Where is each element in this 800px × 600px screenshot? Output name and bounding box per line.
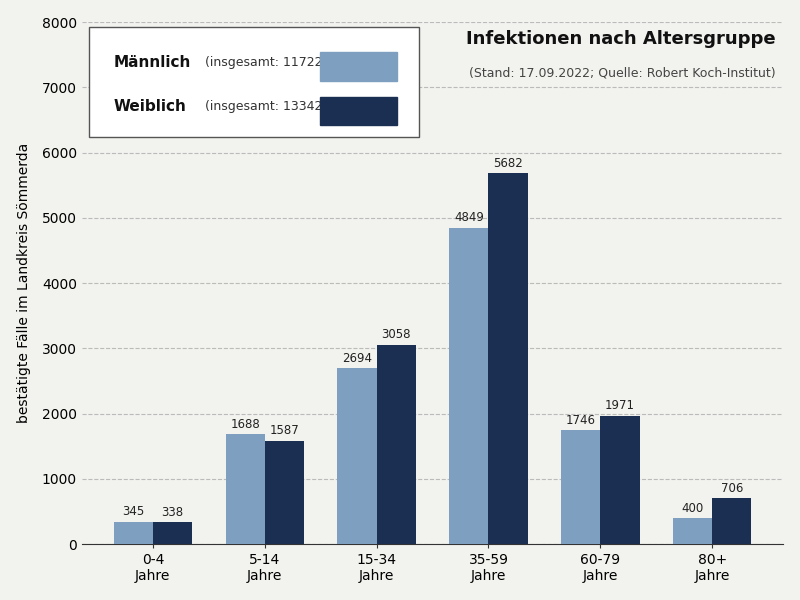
Bar [114,521,153,544]
Bar [265,440,304,544]
Bar [320,97,398,125]
Bar [673,518,712,544]
Text: (insgesamt: 11722): (insgesamt: 11722) [205,56,327,69]
Text: 400: 400 [682,502,704,515]
Text: 1746: 1746 [566,414,596,427]
Bar [226,434,265,544]
Text: 345: 345 [122,505,144,518]
Text: 706: 706 [721,482,743,495]
Text: 2694: 2694 [342,352,372,365]
Bar [338,368,377,544]
Bar [320,52,398,80]
Bar [712,498,751,544]
Text: Weiblich: Weiblich [114,100,186,115]
Bar [377,344,416,544]
Bar [450,228,489,544]
Text: 338: 338 [162,506,183,519]
FancyBboxPatch shape [89,28,418,137]
Text: (insgesamt: 13342): (insgesamt: 13342) [205,100,326,113]
Text: 4849: 4849 [454,211,484,224]
Bar [153,522,192,544]
Text: 1971: 1971 [605,399,635,412]
Text: (Stand: 17.09.2022; Quelle: Robert Koch-Institut): (Stand: 17.09.2022; Quelle: Robert Koch-… [470,66,776,79]
Bar [600,416,639,544]
Text: Männlich: Männlich [114,55,190,70]
Bar [489,173,528,544]
Bar [562,430,600,544]
Y-axis label: bestätigte Fälle im Landkreis Sömmerda: bestätigte Fälle im Landkreis Sömmerda [17,143,30,423]
Text: 5682: 5682 [494,157,523,170]
Text: 1587: 1587 [270,424,299,437]
Text: Infektionen nach Altersgruppe: Infektionen nach Altersgruppe [466,30,776,48]
Text: 3058: 3058 [382,328,411,341]
Text: 1688: 1688 [230,418,260,431]
